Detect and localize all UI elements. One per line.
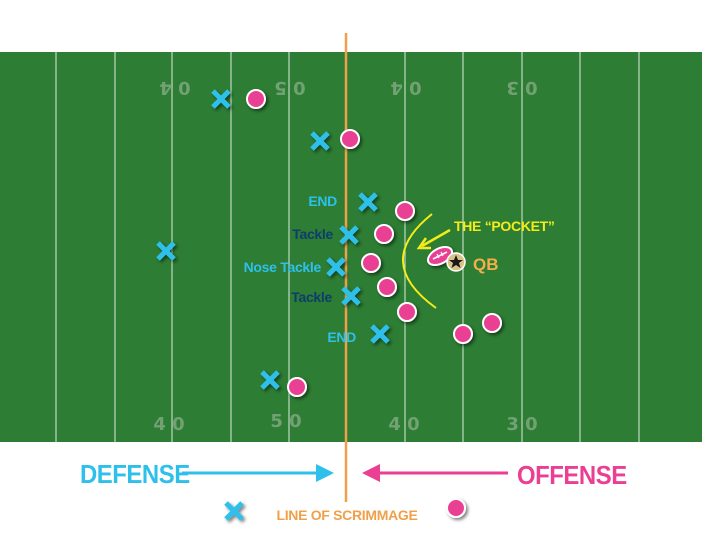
defense-x-icon (211, 89, 231, 109)
yard-number-bottom-1: 4 0 (153, 414, 184, 435)
offense-arrow-icon (362, 464, 508, 482)
defense-x-icon (339, 225, 359, 245)
yard-number-bottom-2: 5 0 (270, 411, 301, 432)
yard-number-top-2: 0 5 (274, 77, 305, 98)
offense-player-icon (361, 253, 381, 273)
legend-offense: OFFENSE (517, 461, 627, 490)
defense-x-icon (260, 370, 280, 390)
yard-number-top-3: 0 4 (390, 77, 421, 98)
offense-player-icon (397, 302, 417, 322)
defense-x-icon (358, 192, 378, 212)
yard-number-bottom-4: 3 0 (506, 414, 537, 435)
qb-star-icon (446, 252, 466, 272)
label-tackle-bottom: Tackle (291, 289, 332, 305)
label-tackle-top: Tackle (292, 226, 333, 242)
defense-x-icon (341, 286, 361, 306)
label-qb: QB (473, 255, 499, 274)
offense-player-icon (246, 89, 266, 109)
legend-line-of-scrimmage: LINE OF SCRIMMAGE (276, 507, 417, 523)
defense-x-icon (370, 324, 390, 344)
defense-x-icon (156, 241, 176, 261)
football-icon (426, 245, 454, 267)
offense-players (246, 89, 502, 397)
label-pocket: THE “POCKET” (454, 218, 555, 234)
legend-defense: DEFENSE (80, 460, 190, 489)
offense-player-icon (340, 129, 360, 149)
football-field (0, 52, 702, 442)
defense-arrow-icon (182, 464, 334, 482)
label-nose-tackle: Nose Tackle (244, 259, 322, 275)
yard-number-top-1: 0 4 (159, 77, 190, 98)
offense-player-icon (482, 313, 502, 333)
label-end-bottom: END (327, 329, 356, 345)
legend-x-icon (224, 501, 244, 521)
offense-player-icon (374, 224, 394, 244)
yard-number-bottom-3: 4 0 (388, 414, 419, 435)
label-end-top: END (308, 193, 337, 209)
offense-player-icon (395, 201, 415, 221)
offense-player-icon (377, 277, 397, 297)
pocket-arc (402, 213, 437, 309)
pocket-arrow (416, 228, 451, 250)
defense-x-icon (326, 257, 346, 277)
legend-circle-icon (446, 498, 466, 518)
yard-number-top-4: 0 3 (506, 77, 537, 98)
defense-players (156, 89, 390, 390)
offense-player-icon (287, 377, 307, 397)
defense-x-icon (310, 131, 330, 151)
offense-player-icon (453, 324, 473, 344)
